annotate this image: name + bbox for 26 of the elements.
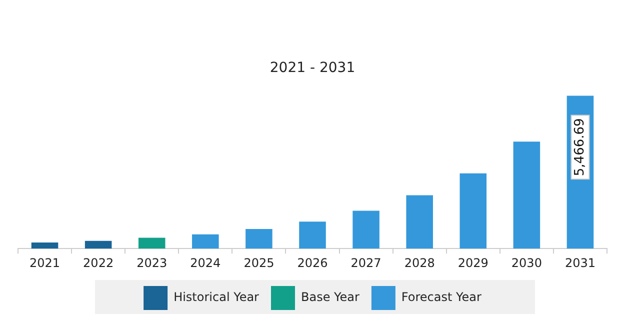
x-tick-label: 2030 (511, 256, 542, 270)
x-tick-label: 2025 (244, 256, 274, 270)
x-tick-label: 2022 (83, 256, 114, 270)
x-tick-label: 2024 (190, 256, 221, 270)
bar (84, 240, 112, 249)
x-tick-label: 2021 (30, 256, 60, 270)
bar (406, 195, 433, 249)
bar (460, 173, 487, 249)
x-tick-label: 2028 (404, 256, 435, 270)
x-tick-label: 2027 (350, 256, 382, 270)
x-tick-label: 2029 (458, 256, 488, 270)
x-tick-label: 2026 (297, 256, 328, 270)
legend-label: Base Year (300, 290, 360, 304)
x-tick-label: 2023 (136, 256, 168, 270)
bar (513, 142, 540, 249)
legend-label: Forecast Year (401, 290, 482, 304)
chart-title: 2021 - 2031 (270, 60, 356, 76)
x-tick-label: 2031 (564, 256, 596, 270)
legend-label: Historical Year (174, 290, 260, 304)
bar (192, 234, 219, 249)
bar (246, 229, 272, 249)
bar (352, 210, 380, 249)
bar (31, 242, 58, 249)
bar (138, 238, 166, 249)
bar (299, 222, 326, 249)
data-label: 5,466.69 (572, 118, 588, 176)
